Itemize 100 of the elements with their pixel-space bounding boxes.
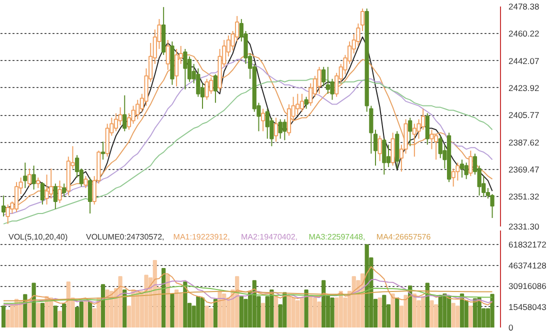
y-tick-label: 61832172 <box>508 240 547 250</box>
bar <box>404 294 408 328</box>
line-series <box>3 278 493 306</box>
candlestick <box>183 48 188 90</box>
bar <box>378 298 382 328</box>
candlestick <box>36 177 40 189</box>
bar <box>88 302 92 328</box>
bar <box>178 294 183 328</box>
text: VOLUME0:24730572, <box>86 232 164 242</box>
bar <box>430 300 434 328</box>
bar <box>300 298 304 328</box>
y-tick-label: 30916086 <box>508 281 547 292</box>
bar <box>200 298 205 328</box>
bar <box>118 276 122 328</box>
bar <box>304 289 308 328</box>
bar <box>451 302 456 328</box>
text: MA3:22597448, <box>308 232 366 242</box>
bar <box>170 294 174 328</box>
y-tick-label: 2405.77 <box>508 110 540 120</box>
candlestick <box>58 180 62 204</box>
candlestick <box>468 150 473 177</box>
bar <box>270 289 274 328</box>
candlestick <box>308 82 313 106</box>
candlestick <box>32 165 36 190</box>
bar <box>213 298 218 328</box>
bar <box>312 298 318 328</box>
bar <box>84 300 88 328</box>
bar <box>490 294 494 328</box>
bar <box>286 296 292 328</box>
bar <box>218 290 222 328</box>
bar <box>260 302 266 328</box>
candlestick <box>286 104 292 136</box>
candlestick <box>274 117 278 142</box>
bar <box>100 284 106 328</box>
candlestick <box>23 162 28 189</box>
bar <box>204 306 209 328</box>
bar <box>446 296 452 328</box>
bar <box>1 306 6 328</box>
candlestick <box>300 93 304 112</box>
bar <box>144 274 148 328</box>
text: MA4:26657576 <box>376 232 432 242</box>
y-tick-label: 0 <box>508 322 514 332</box>
bar <box>53 306 58 328</box>
candlestick <box>122 94 127 132</box>
y-tick-label: 2460.22 <box>508 28 540 39</box>
candlestick <box>204 78 209 100</box>
candlestick <box>282 118 287 141</box>
bar <box>282 292 287 328</box>
bar <box>322 280 326 328</box>
candlestick <box>187 56 192 82</box>
candlestick <box>88 177 92 214</box>
bar <box>58 310 62 328</box>
bar <box>32 282 36 328</box>
bar <box>209 308 214 328</box>
bar <box>36 302 40 328</box>
y-tick-label: 2351.32 <box>508 192 540 202</box>
bar <box>162 268 166 328</box>
candlestick <box>378 135 382 162</box>
bar <box>296 300 300 328</box>
bar <box>317 302 322 328</box>
candlestick <box>126 112 132 130</box>
candlestick <box>382 138 386 176</box>
y-tick-label: 2331.30 <box>508 222 540 232</box>
y-tick-label: 2478.38 <box>508 2 540 12</box>
candlestick <box>260 108 266 132</box>
candlestick <box>100 141 106 160</box>
text: MA2:19470402, <box>241 232 298 242</box>
bar <box>472 298 478 328</box>
bar <box>174 289 179 328</box>
bar <box>44 296 49 328</box>
bar <box>62 304 66 328</box>
y-tick-label: 2387.62 <box>508 137 540 148</box>
bar <box>291 298 296 328</box>
chart-title: VOL(5,10,20,40) <box>8 232 68 242</box>
y-tick-label: 2442.07 <box>508 56 540 66</box>
bar <box>40 302 45 328</box>
bar <box>122 289 127 328</box>
candlestick <box>460 159 464 178</box>
candlestick <box>84 176 88 189</box>
bar <box>79 302 84 328</box>
bar <box>364 244 369 328</box>
line-series <box>3 285 493 304</box>
candlestick <box>304 96 308 110</box>
candlestick <box>390 132 395 166</box>
candlestick <box>464 162 468 180</box>
bar <box>395 298 400 328</box>
text: MA1:19223912, <box>173 232 230 242</box>
bar <box>308 294 313 328</box>
candlestick <box>213 74 218 104</box>
candlestick <box>322 66 326 87</box>
candlestick <box>373 129 378 166</box>
candlestick <box>196 68 200 98</box>
candlestick <box>425 112 430 146</box>
candlestick <box>434 134 438 160</box>
candlestick <box>53 183 58 210</box>
line-series <box>3 290 493 302</box>
candlestick <box>408 117 412 147</box>
candlestick <box>62 183 66 198</box>
bar <box>468 306 473 328</box>
bar <box>196 296 200 328</box>
